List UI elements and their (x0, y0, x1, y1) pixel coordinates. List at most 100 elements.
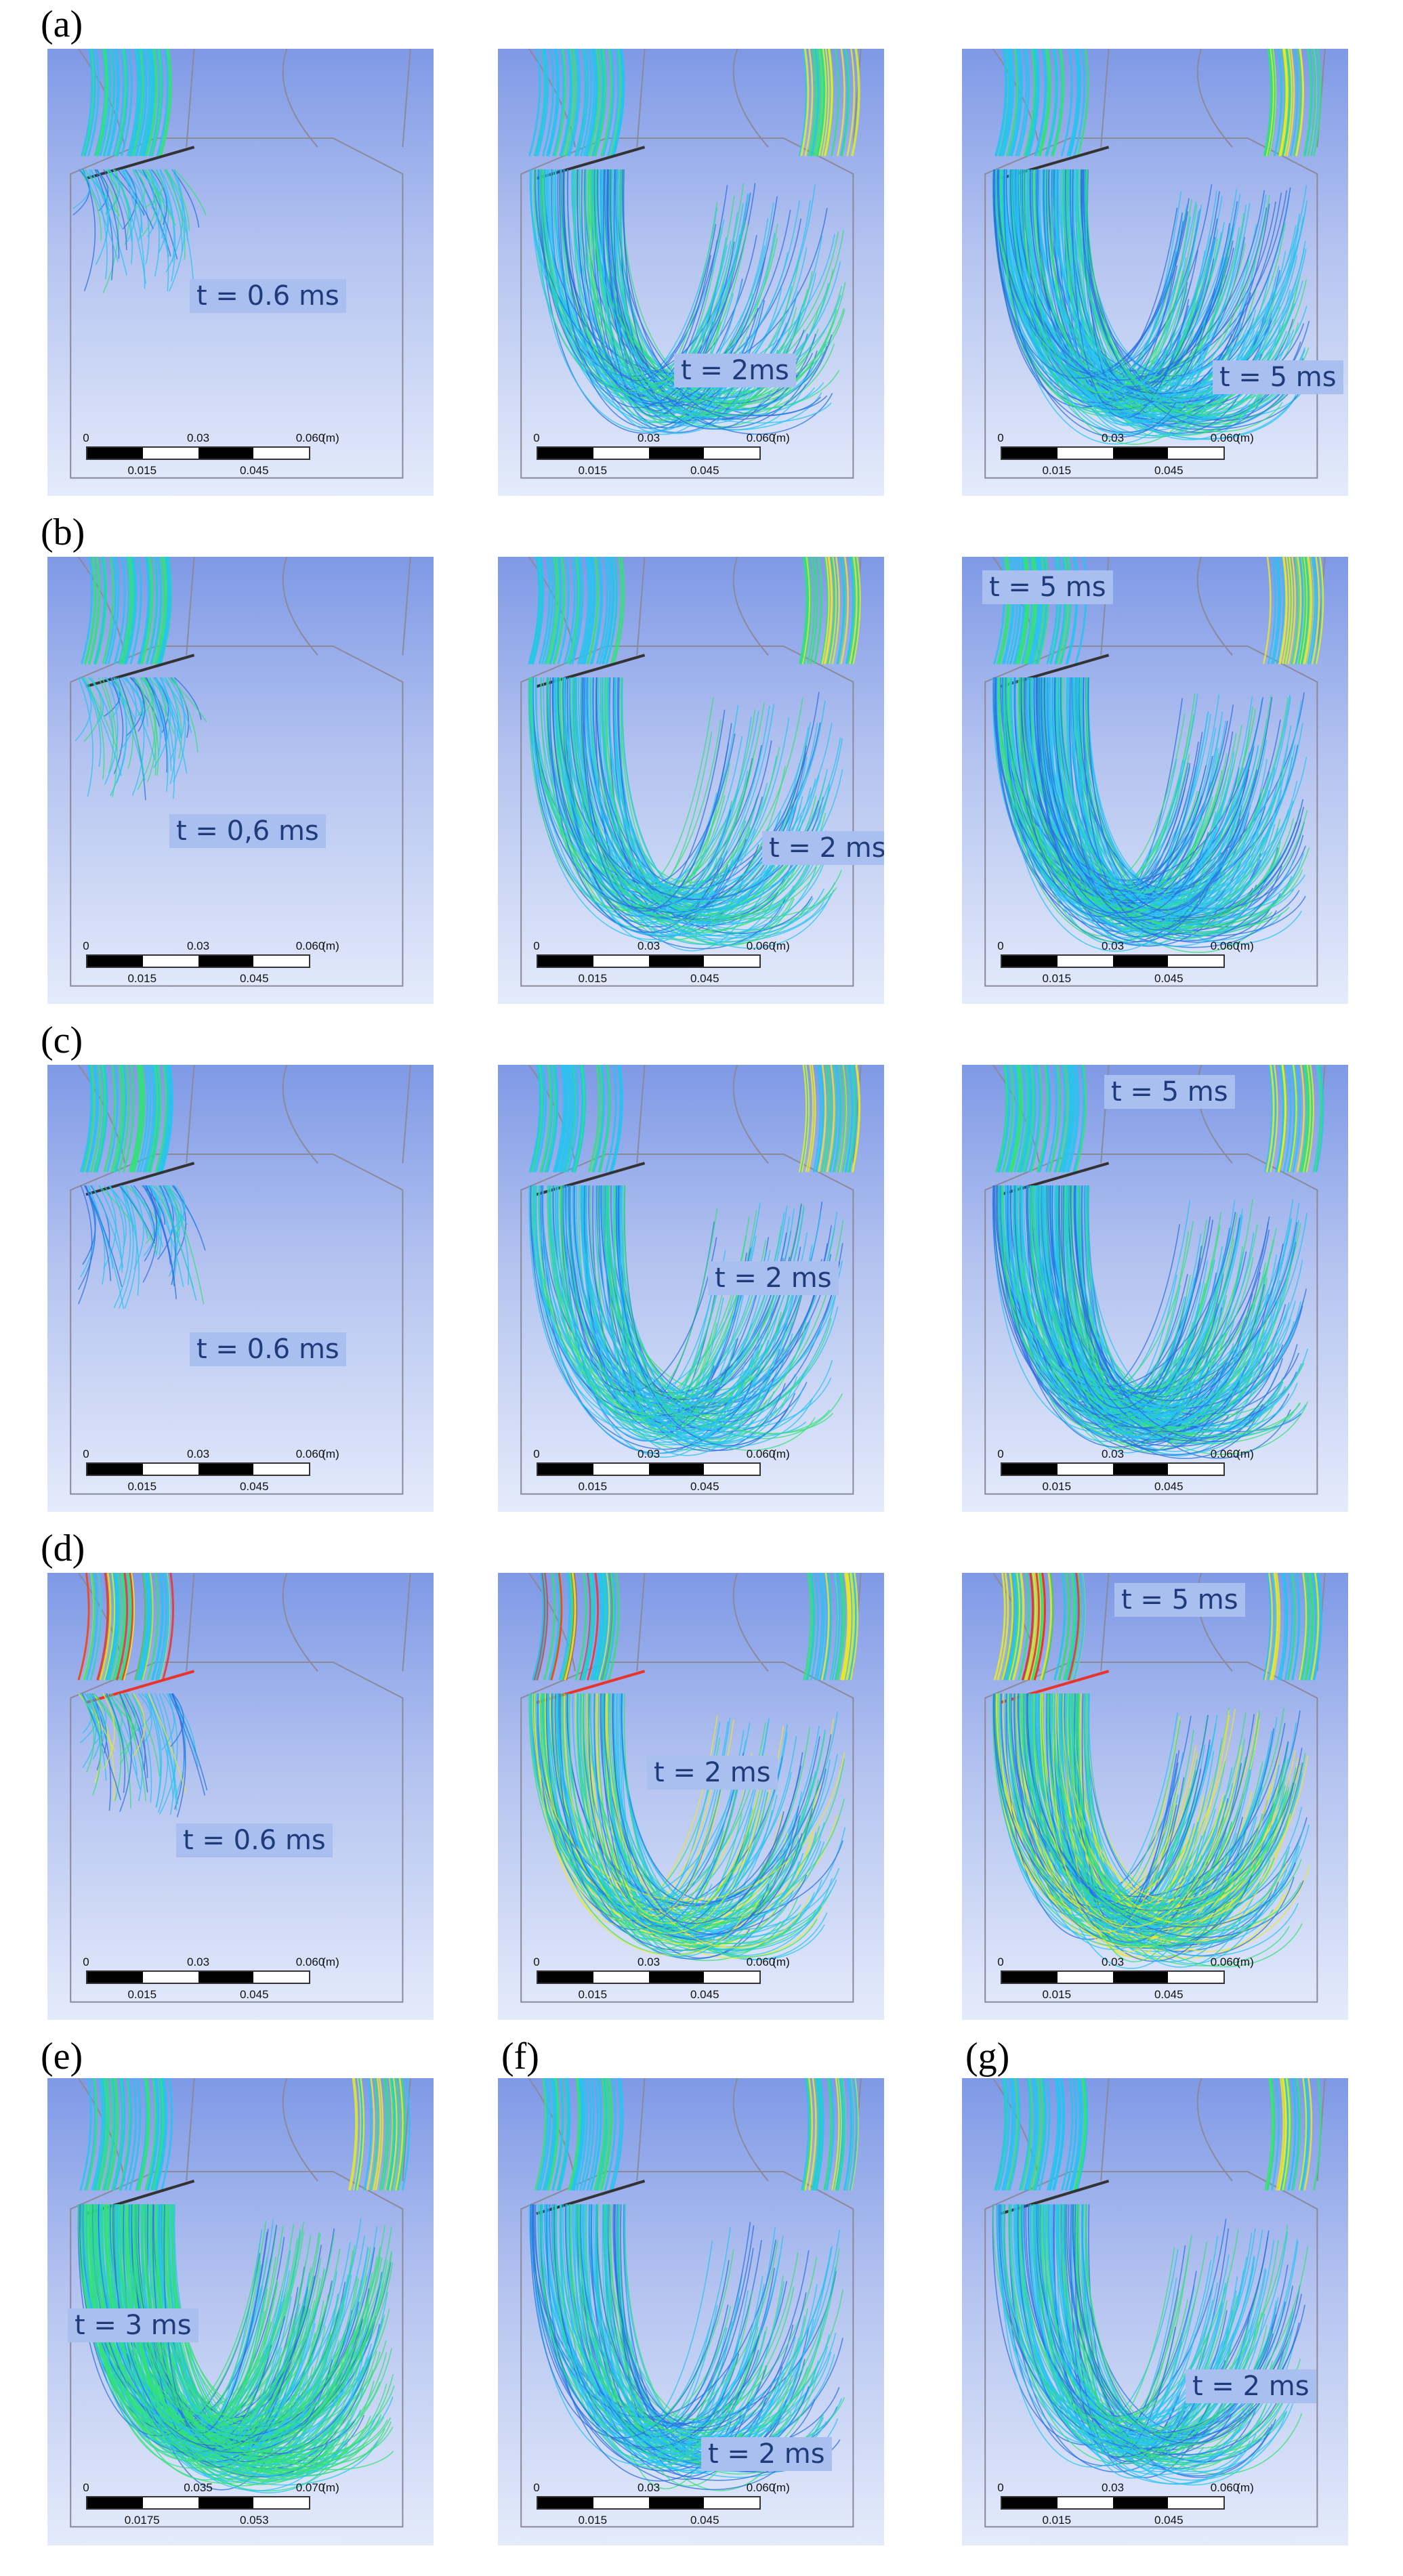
streamline-plot (520, 1065, 862, 1495)
scale-tick-label: 0 (83, 1448, 89, 1460)
scale-segment (1002, 1972, 1058, 1983)
panel-c-3: t = 5 ms 0 0.03 0.060 (m) 0.015 0.045 (962, 1065, 1348, 1512)
scale-bar: 0 0.03 0.060 (m) 0.015 0.045 (997, 1956, 1253, 2010)
scale-tick-label: 0.060 (746, 1956, 776, 1968)
time-label: t = 5 ms (1104, 1075, 1235, 1109)
scale-segment (538, 1464, 593, 1475)
scale-tick-label: 0 (83, 2481, 89, 2494)
panel-a-2: t = 2ms 0 0.03 0.060 (m) 0.015 0.045 (498, 49, 884, 496)
scale-tick-label: 0.060 (295, 431, 325, 444)
scale-tick-label: 0.045 (690, 972, 719, 985)
scale-unit: (m) (322, 1448, 339, 1460)
scale-tick-label: 0.03 (1101, 939, 1125, 952)
scale-segment (198, 956, 254, 967)
scale-tick-label: 0.060 (746, 1448, 776, 1460)
panel-b-1: t = 0,6 ms 0 0.03 0.060 (m) 0.015 0.045 (47, 557, 434, 1004)
scale-tick-label: 0 (997, 431, 1004, 444)
panel-a-3: t = 5 ms 0 0.03 0.060 (m) 0.015 0.045 (962, 49, 1348, 496)
row-label-c: (c) (41, 1019, 83, 1061)
streamline-plot (984, 1065, 1326, 1495)
scale-tick-label: 0.015 (1042, 1988, 1072, 2001)
scale-bar: 0 0.03 0.060 (m) 0.015 0.045 (533, 2481, 789, 2535)
scale-unit: (m) (1236, 431, 1254, 444)
scale-bar: 0 0.03 0.060 (m) 0.015 0.045 (997, 939, 1253, 994)
scale-tick-label: 0 (997, 939, 1004, 952)
scale-segment (648, 956, 705, 967)
panel-f: t = 2 ms 0 0.03 0.060 (m) 0.015 0.045 (498, 2078, 884, 2546)
scale-tick-label: 0.045 (1154, 972, 1184, 985)
streamline-plot (70, 557, 411, 987)
panel-b-2: t = 2 ms 0 0.03 0.060 (m) 0.015 0.045 (498, 557, 884, 1004)
scale-tick-label: 0 (997, 2481, 1004, 2494)
scale-tick-label: 0.060 (1210, 2481, 1240, 2494)
panel-d-1: t = 0.6 ms 0 0.03 0.060 (m) 0.015 0.045 (47, 1573, 434, 2020)
scale-tick-label: 0.045 (1154, 1480, 1184, 1493)
scale-tick-label: 0.03 (1101, 1448, 1125, 1460)
scale-segment (1002, 2497, 1058, 2508)
scale-tick-label: 0.015 (127, 1988, 157, 2001)
scale-segment (198, 448, 254, 459)
scale-segment (1002, 1464, 1058, 1475)
scale-segment (198, 2497, 254, 2508)
streamline-plot (520, 557, 862, 987)
scale-segment (87, 448, 143, 459)
scale-bar: 0 0.03 0.060 (m) 0.015 0.045 (997, 2481, 1253, 2535)
scale-segment (1002, 956, 1058, 967)
scale-tick-label: 0.03 (186, 1956, 210, 1968)
row-label-f: (f) (501, 2035, 539, 2077)
scale-unit: (m) (322, 1956, 339, 1968)
scale-segment (87, 2497, 143, 2508)
scale-tick-label: 0.0175 (124, 2514, 160, 2527)
scale-tick-label: 0.015 (578, 1988, 608, 2001)
scale-tick-label: 0.053 (239, 2514, 269, 2527)
scale-tick-label: 0.03 (1101, 2481, 1125, 2494)
scale-bar: 0 0.03 0.060 (m) 0.015 0.045 (83, 431, 339, 486)
scale-tick-label: 0.03 (186, 939, 210, 952)
scale-bar: 0 0.03 0.060 (m) 0.015 0.045 (533, 1956, 789, 2010)
scale-tick-label: 0 (997, 1448, 1004, 1460)
streamline-plot (520, 49, 862, 479)
scale-tick-label: 0.03 (637, 2481, 661, 2494)
row-label-b: (b) (41, 511, 85, 553)
time-label: t = 5 ms (1213, 360, 1343, 394)
scale-tick-label: 0.060 (746, 2481, 776, 2494)
scale-unit: (m) (772, 2481, 790, 2494)
panel-d-3: t = 5 ms 0 0.03 0.060 (m) 0.015 0.045 (962, 1573, 1348, 2020)
scale-segment (1112, 1464, 1169, 1475)
scale-segment (538, 1972, 593, 1983)
scale-tick-label: 0.045 (239, 1480, 269, 1493)
scale-tick-label: 0.060 (295, 939, 325, 952)
scale-segment (648, 1972, 705, 1983)
row-label-d: (d) (41, 1527, 85, 1569)
scale-tick-label: 0 (533, 1448, 540, 1460)
scale-tick-label: 0.060 (1210, 1448, 1240, 1460)
streamline-plot (520, 2078, 862, 2528)
scale-tick-label: 0.015 (578, 972, 608, 985)
scale-segment (1112, 956, 1169, 967)
scale-bar: 0 0.03 0.060 (m) 0.015 0.045 (997, 431, 1253, 486)
time-label: t = 5 ms (1114, 1583, 1245, 1617)
scale-segment (87, 956, 143, 967)
scale-segment (198, 1972, 254, 1983)
panel-e: t = 3 ms 0 0.035 0.070 (m) 0.0175 0.053 (47, 2078, 434, 2546)
streamline-plot (984, 2078, 1326, 2528)
scale-segment (538, 956, 593, 967)
scale-tick-label: 0 (533, 2481, 540, 2494)
scale-tick-label: 0 (533, 939, 540, 952)
scale-unit: (m) (1236, 939, 1254, 952)
scale-unit: (m) (1236, 1956, 1254, 1968)
scale-tick-label: 0.03 (1101, 1956, 1125, 1968)
scale-tick-label: 0.03 (186, 431, 210, 444)
scale-tick-label: 0.03 (637, 1448, 661, 1460)
scale-segment (648, 1464, 705, 1475)
scale-tick-label: 0.045 (690, 1480, 719, 1493)
panel-c-1: t = 0.6 ms 0 0.03 0.060 (m) 0.015 0.045 (47, 1065, 434, 1512)
scale-tick-label: 0.03 (637, 939, 661, 952)
scale-segment (87, 1972, 143, 1983)
scale-tick-label: 0.015 (578, 1480, 608, 1493)
row-label-g: (g) (965, 2035, 1010, 2077)
time-label: t = 3 ms (68, 2308, 198, 2342)
streamline-plot (70, 1573, 411, 2003)
scale-segment (198, 1464, 254, 1475)
scale-unit: (m) (1236, 1448, 1254, 1460)
